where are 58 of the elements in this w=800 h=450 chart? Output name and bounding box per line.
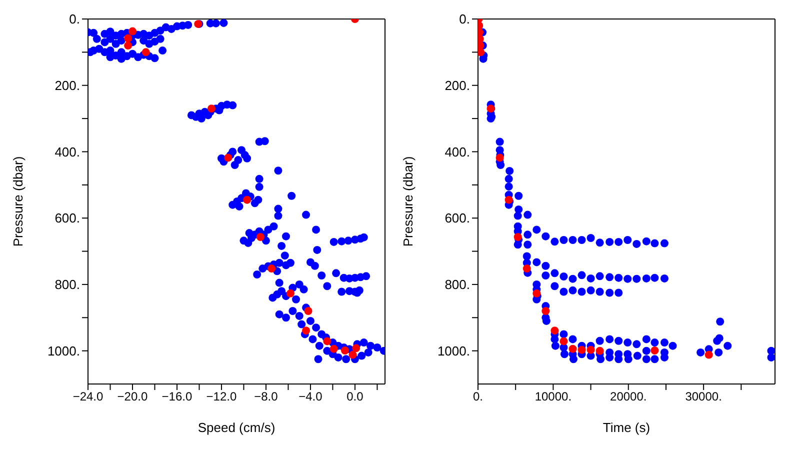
point (302, 326, 310, 335)
y-tick-label: 800. (54, 277, 80, 292)
x-tick-label: −20.0 (117, 390, 148, 404)
point (142, 48, 150, 56)
y-tick-label: 200. (444, 78, 470, 93)
x-tick-label: 10000. (534, 390, 572, 404)
y-axis-title: Pressure (dbar) (10, 156, 26, 247)
y-tick-label: 0. (69, 12, 80, 27)
point (268, 264, 276, 273)
x-tick-label: −24.0 (72, 390, 104, 404)
x-tick-label: 20000. (610, 390, 647, 404)
point (224, 154, 232, 162)
x-tick-label: −16.0 (162, 390, 192, 404)
point (243, 196, 252, 204)
y-tick-label: 600. (54, 210, 80, 226)
point (704, 350, 713, 359)
y-tick-label: 600. (444, 210, 470, 226)
point (286, 289, 294, 298)
point (514, 233, 522, 242)
x-tick-label: −4.0 (298, 390, 323, 404)
x-tick-label: 0. (472, 390, 484, 404)
point (586, 346, 595, 354)
point (578, 346, 586, 354)
point (522, 264, 531, 273)
point (550, 326, 559, 335)
point (304, 307, 312, 315)
point (568, 344, 577, 353)
point (532, 289, 541, 298)
y-axis-title: Pressure (dbar) (400, 156, 416, 247)
point (542, 307, 550, 315)
y-tick-label: 800. (444, 277, 470, 292)
point (207, 104, 216, 113)
x-tick-label: 30000. (685, 390, 722, 404)
point (256, 233, 264, 242)
point (650, 346, 659, 354)
y-tick-label: 0. (459, 12, 470, 27)
y-tick-label: 1000. (47, 343, 80, 358)
y-tick-label: 400. (444, 144, 470, 160)
y-tick-label: 400. (54, 144, 80, 160)
x-tick-label: −12.0 (206, 390, 237, 404)
point (352, 344, 360, 352)
point (596, 346, 604, 355)
point (330, 344, 338, 353)
point (496, 154, 504, 162)
point (124, 34, 132, 42)
point (478, 48, 485, 56)
y-tick-label: 200. (54, 78, 80, 93)
x-axis-title: Speed (cm/s) (198, 420, 276, 435)
x-tick-label: −8.0 (254, 390, 278, 404)
point (340, 346, 349, 354)
point (124, 42, 132, 50)
point (348, 350, 357, 359)
x-tick-label: 0.0 (346, 390, 364, 404)
y-tick-label: 1000. (437, 343, 470, 358)
point (323, 337, 332, 346)
point (560, 337, 568, 346)
point (128, 27, 136, 36)
x-axis-title: Time (s) (602, 420, 650, 435)
